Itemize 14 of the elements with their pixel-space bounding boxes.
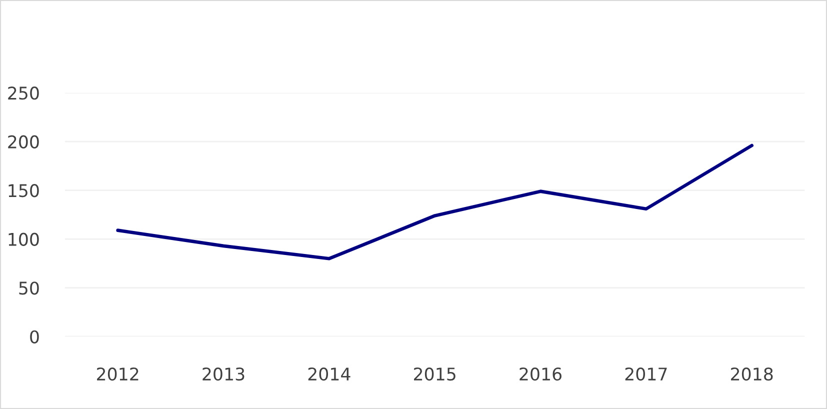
y-tick-label: 200 — [8, 135, 39, 148]
y-tick-label: 250 — [8, 86, 39, 100]
x-tick-label: 2018 — [731, 367, 773, 381]
y-tick-label: 100 — [8, 232, 39, 246]
y-tick-label: 50 — [19, 282, 39, 295]
line-series — [116, 144, 754, 260]
y-tick-label: 0 — [30, 330, 39, 344]
x-tick-label: 2012 — [97, 367, 138, 381]
y-tick-label: 150 — [8, 184, 39, 198]
x-tick-label: 2017 — [625, 367, 667, 381]
x-tick-label: 2016 — [520, 367, 562, 381]
x-tick-label: 2013 — [202, 367, 244, 381]
x-tick-label: 2015 — [414, 367, 456, 381]
x-tick-label: 2014 — [308, 367, 350, 381]
